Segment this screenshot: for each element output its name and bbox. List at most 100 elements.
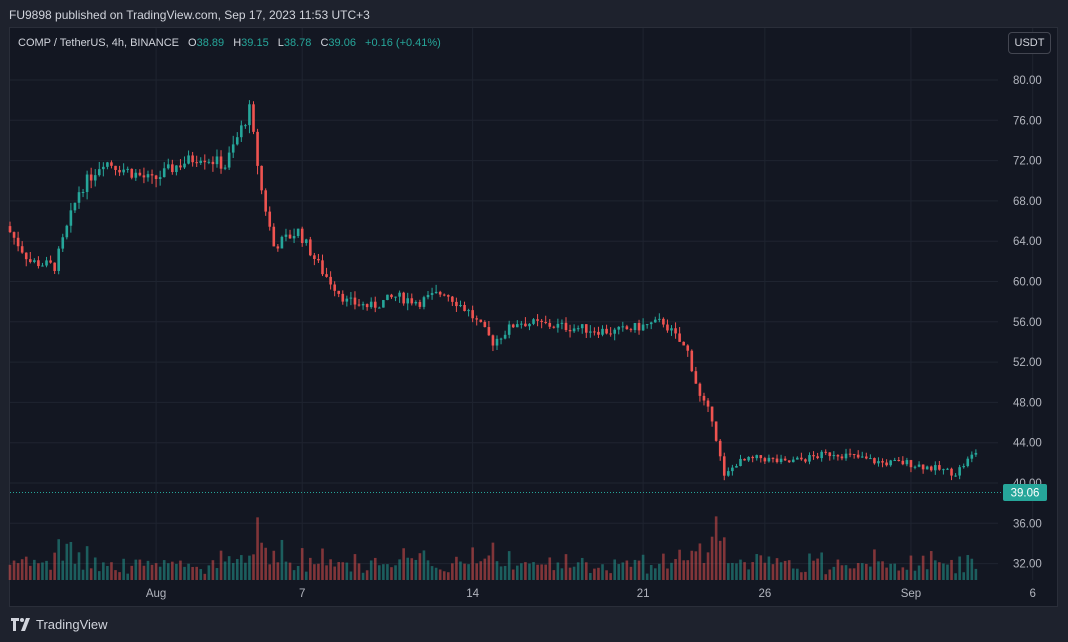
- candle-body: [909, 460, 913, 468]
- candle-body: [179, 165, 182, 168]
- volume-bar: [942, 563, 945, 580]
- volume-bar: [511, 569, 515, 580]
- candle-body: [252, 104, 255, 132]
- candle-body: [808, 455, 811, 462]
- volume-bar: [974, 568, 978, 580]
- volume-bar: [662, 553, 665, 580]
- volume-bar: [905, 569, 909, 580]
- volume-bar: [175, 563, 178, 580]
- candle-body: [187, 155, 190, 164]
- candle-body: [219, 156, 223, 169]
- volume-bar: [130, 565, 134, 580]
- volume-bar: [804, 571, 807, 580]
- currency-button[interactable]: USDT: [1008, 32, 1051, 54]
- candle-body: [609, 333, 612, 335]
- candle-body: [451, 296, 454, 302]
- candle-body: [816, 456, 819, 459]
- candle-body: [8, 226, 12, 233]
- candle-body: [398, 292, 401, 297]
- candle-body: [349, 297, 353, 299]
- candle-body: [572, 328, 576, 332]
- volume-bar: [219, 550, 223, 580]
- volume-bar: [463, 563, 466, 580]
- volume-bar: [398, 559, 401, 580]
- volume-bar: [812, 560, 815, 580]
- candle-body: [511, 324, 515, 328]
- candle-body: [617, 326, 621, 330]
- candle-body: [771, 457, 775, 459]
- volume-bar: [897, 570, 901, 580]
- candle-body: [89, 174, 93, 181]
- candle-body: [653, 319, 657, 323]
- candles: [8, 100, 978, 481]
- candle-body: [467, 310, 470, 312]
- volume-bar: [102, 562, 105, 580]
- volume-bar: [321, 548, 324, 580]
- volume-bar: [674, 559, 677, 580]
- volume-bar: [353, 554, 357, 580]
- volume-bar: [621, 562, 625, 580]
- volume-bar: [816, 558, 819, 580]
- volume-bar: [540, 564, 543, 580]
- candle-body: [53, 262, 56, 271]
- candle-body: [714, 421, 718, 441]
- volume-bar: [495, 561, 499, 580]
- candle-body: [175, 165, 178, 173]
- volume-bar: [641, 554, 645, 580]
- low-value: 38.78: [283, 37, 312, 49]
- volume-bar: [24, 556, 28, 580]
- tradingview-brand[interactable]: TradingView: [11, 617, 108, 632]
- volume-bar: [231, 562, 235, 580]
- volume-bar: [106, 566, 109, 580]
- volume-bar: [532, 562, 535, 580]
- candle-body: [231, 144, 235, 153]
- volume-bar: [97, 571, 101, 580]
- volume-bar: [357, 563, 361, 580]
- volume-bar: [836, 559, 840, 580]
- candle-body: [958, 467, 961, 476]
- volume-bar: [199, 569, 203, 580]
- volume-bar: [743, 562, 746, 580]
- candle-body: [641, 324, 645, 331]
- y-tick-label: 68.00: [1013, 196, 1042, 208]
- candle-body: [637, 322, 641, 331]
- candle-body: [33, 260, 36, 262]
- volume-bar: [913, 570, 917, 580]
- volume-bar: [601, 564, 604, 580]
- candle-body: [666, 324, 669, 331]
- symbol-label[interactable]: COMP / TetherUS, 4h, BINANCE: [18, 37, 179, 49]
- candle-body: [369, 301, 373, 308]
- candle-body: [463, 304, 466, 311]
- volume-bar: [617, 564, 621, 580]
- candle-body: [954, 475, 957, 477]
- volume-bar: [410, 558, 414, 580]
- candle-body: [515, 324, 519, 328]
- candle-body: [974, 452, 978, 455]
- y-tick-label: 44.00: [1013, 438, 1042, 450]
- candle-body: [317, 258, 320, 261]
- candle-body: [589, 331, 592, 333]
- candle-body: [503, 334, 507, 339]
- volume-bars: [8, 516, 978, 580]
- volume-bar: [966, 555, 970, 580]
- candle-body: [138, 172, 142, 176]
- candle-body: [791, 459, 795, 463]
- candle-body: [580, 324, 584, 329]
- candle-body: [613, 329, 616, 334]
- chart-panel[interactable]: [9, 27, 1058, 607]
- x-tick-label: 26: [758, 588, 771, 600]
- close-value: 39.06: [328, 37, 356, 49]
- candle-body: [532, 319, 535, 324]
- candle-body: [195, 162, 198, 164]
- volume-bar: [179, 560, 182, 580]
- volume-bar: [118, 572, 121, 580]
- volume-bar: [649, 565, 653, 580]
- volume-bar: [970, 558, 974, 580]
- candle-body: [564, 322, 568, 331]
- candle-body: [946, 468, 949, 470]
- volume-bar: [333, 566, 336, 580]
- x-tick-label: 21: [637, 588, 650, 600]
- volume-bar: [479, 561, 483, 580]
- candle-body: [702, 395, 706, 401]
